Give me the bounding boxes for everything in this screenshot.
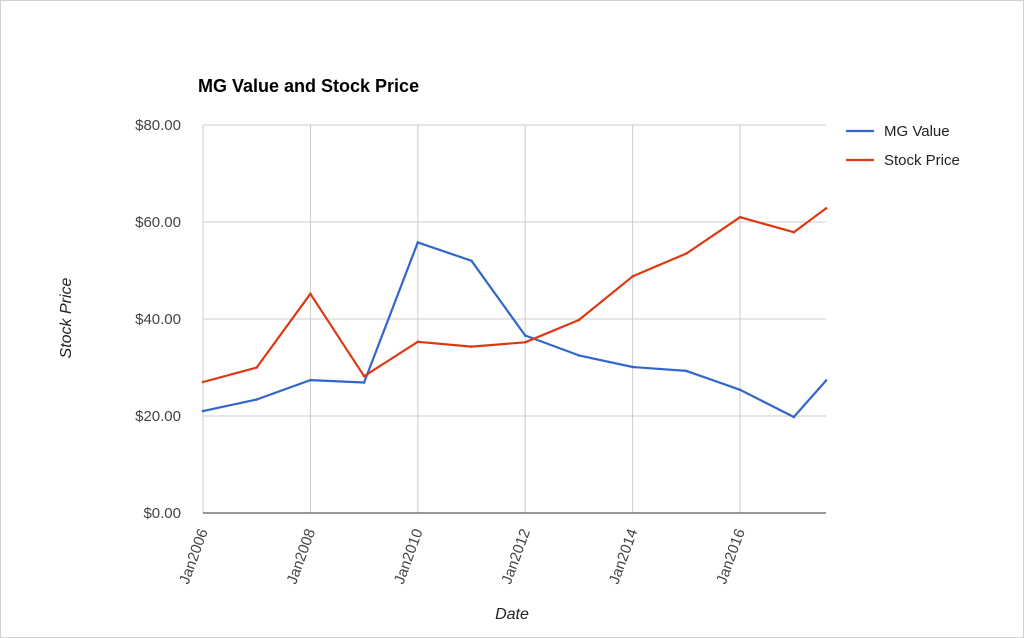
data-point — [523, 334, 527, 337]
data-point — [685, 252, 688, 255]
legend-label: MG Value — [884, 123, 950, 140]
y-axis-title: Stock Price — [58, 277, 75, 358]
x-axis-title: Date — [495, 606, 529, 623]
y-axis-ticks: $0.00 $20.00 $40.00 $60.00 $80.00 — [135, 117, 181, 522]
series-lines — [201, 207, 828, 419]
data-point — [255, 366, 258, 369]
data-point — [738, 388, 742, 392]
data-point — [523, 341, 527, 344]
data-point — [255, 398, 258, 401]
legend-label: Stock Price — [884, 152, 960, 169]
y-tick-label: $40.00 — [135, 311, 181, 328]
data-point — [470, 345, 473, 348]
data-point — [631, 275, 634, 278]
data-point — [577, 354, 581, 357]
data-point — [470, 259, 473, 263]
data-point — [416, 340, 420, 344]
data-point — [362, 374, 366, 378]
data-point — [824, 207, 828, 210]
grid-lines — [202, 124, 826, 513]
y-tick-label: $80.00 — [135, 117, 181, 134]
data-point — [416, 241, 420, 244]
legend: MG Value Stock Price — [846, 123, 960, 169]
data-point — [201, 380, 205, 384]
y-tick-label: $60.00 — [135, 214, 181, 231]
data-point — [631, 365, 634, 369]
chart-title: MG Value and Stock Price — [198, 76, 419, 96]
data-point — [792, 415, 796, 419]
data-point — [824, 379, 828, 382]
data-point — [309, 378, 312, 382]
data-point — [792, 230, 796, 234]
data-point — [738, 215, 742, 219]
data-point — [577, 318, 581, 322]
data-point — [309, 292, 312, 296]
data-point — [685, 369, 688, 373]
y-tick-label: $0.00 — [143, 505, 181, 522]
data-point — [201, 409, 205, 413]
data-point — [362, 381, 366, 384]
y-tick-label: $20.00 — [135, 408, 181, 425]
